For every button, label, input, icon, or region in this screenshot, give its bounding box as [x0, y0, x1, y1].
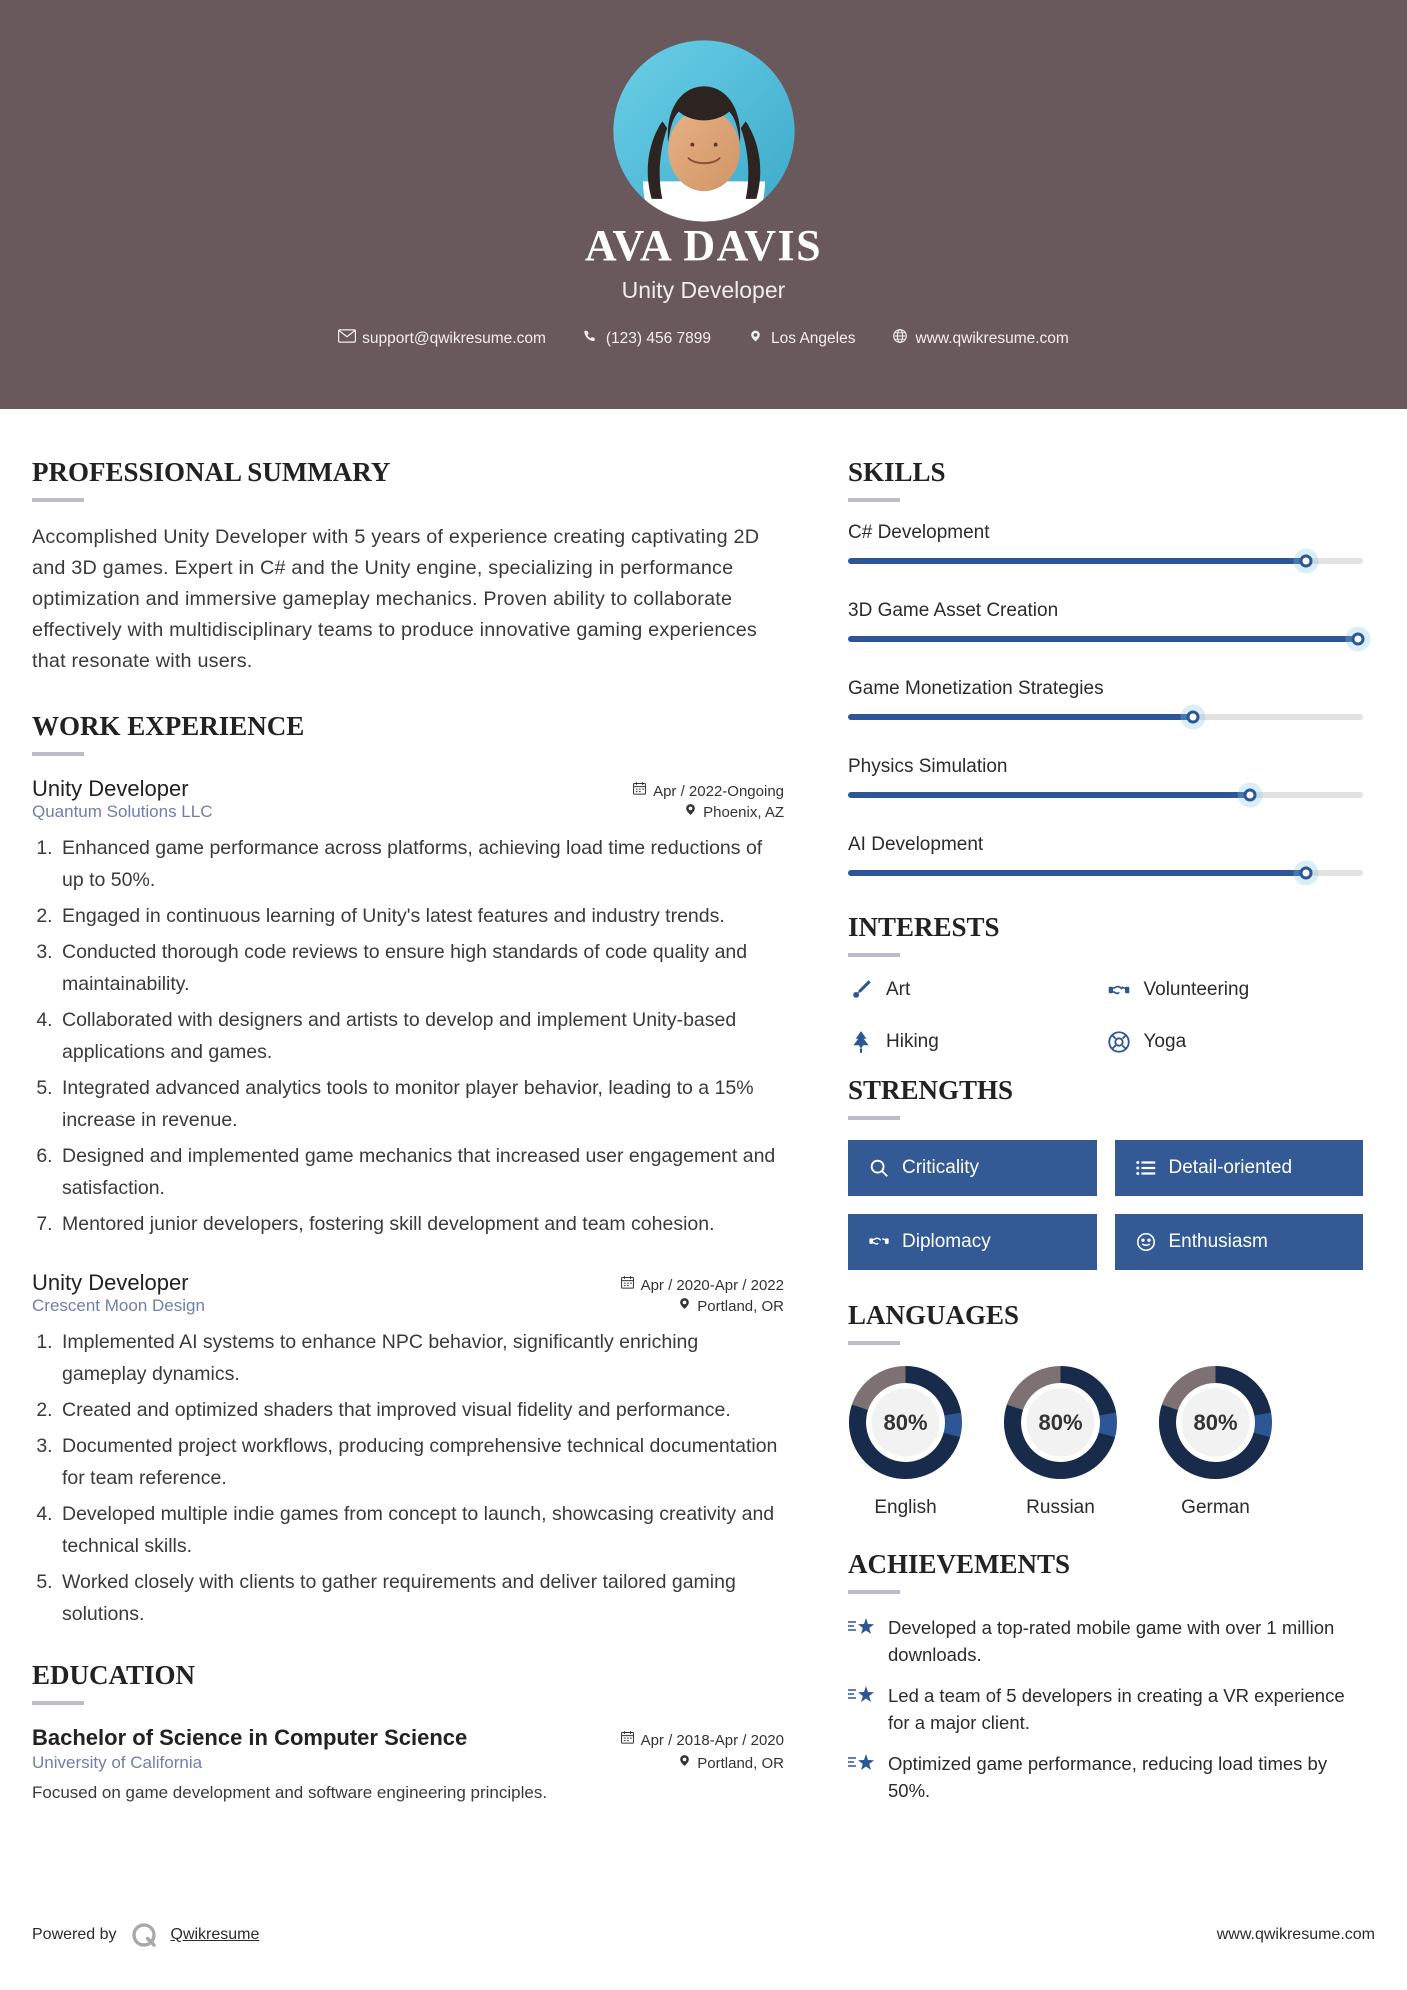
svg-text:80%: 80%	[1038, 1410, 1082, 1435]
svg-text:80%: 80%	[1193, 1410, 1237, 1435]
svg-text:80%: 80%	[883, 1410, 927, 1435]
